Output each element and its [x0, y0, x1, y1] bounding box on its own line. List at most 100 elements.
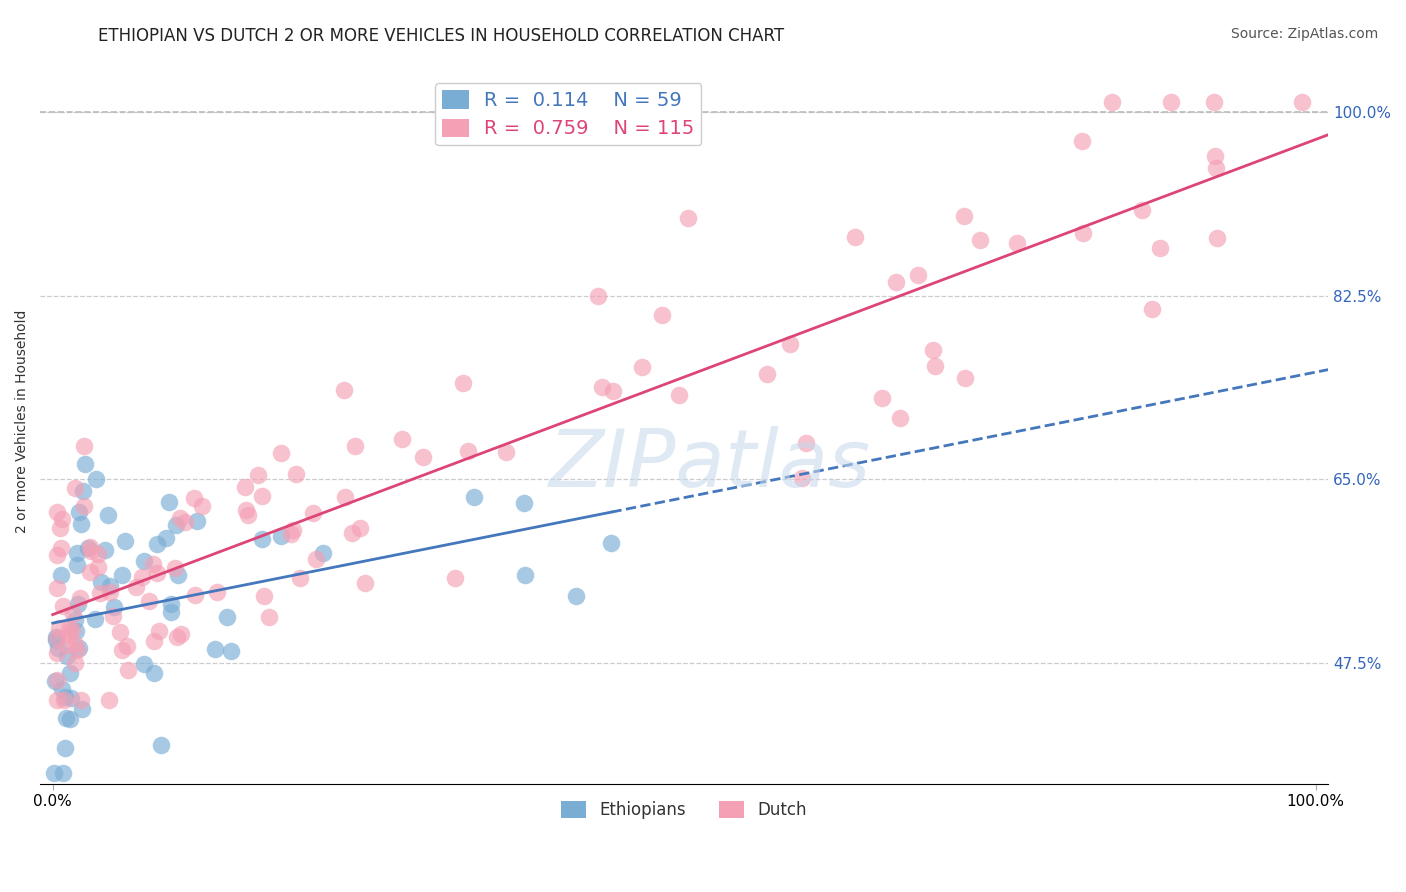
Point: [55, 711, 77, 725]
Point: [756, 368, 779, 382]
Point: [73, 457, 96, 471]
Point: [114, 533, 136, 548]
Point: [70, 693, 93, 707]
Point: [280, 527, 302, 541]
Legend: Ethiopians, Dutch: Ethiopians, Dutch: [554, 795, 814, 826]
Point: [65, 481, 87, 495]
Point: [1202, 95, 1225, 109]
Point: [235, 503, 257, 517]
Point: [84, 472, 107, 486]
Point: [55, 638, 77, 652]
Point: [125, 580, 148, 594]
Point: [354, 575, 377, 590]
Point: [1071, 134, 1094, 148]
Point: [969, 233, 991, 247]
Point: [45, 630, 67, 644]
Point: [45, 693, 67, 707]
Point: [1291, 95, 1313, 109]
Point: [163, 561, 186, 575]
Point: [111, 643, 134, 657]
Point: [305, 552, 328, 566]
Point: [58, 622, 80, 636]
Point: [302, 506, 325, 520]
Point: [49, 541, 72, 555]
Point: [953, 209, 976, 223]
Point: [668, 387, 690, 401]
Point: [42, 766, 65, 780]
Point: [146, 566, 169, 580]
Point: [349, 521, 371, 535]
Point: [233, 480, 256, 494]
Point: [922, 343, 945, 358]
Point: [117, 663, 139, 677]
Point: [45, 632, 67, 647]
Point: [87, 547, 110, 561]
Point: [238, 508, 260, 522]
Point: [98, 579, 121, 593]
Point: [52, 766, 75, 780]
Point: [219, 644, 242, 658]
Point: [97, 508, 120, 522]
Point: [51, 568, 73, 582]
Point: [1204, 149, 1226, 163]
Point: [66, 558, 89, 572]
Point: [52, 693, 75, 707]
Point: [463, 490, 485, 504]
Point: [76, 541, 98, 556]
Point: [1140, 301, 1163, 316]
Point: [149, 739, 172, 753]
Point: [457, 444, 479, 458]
Point: [1071, 226, 1094, 240]
Point: [907, 268, 929, 282]
Point: [204, 641, 226, 656]
Point: [53, 690, 76, 704]
Point: [67, 640, 90, 655]
Point: [340, 526, 363, 541]
Point: [270, 445, 292, 459]
Point: [252, 533, 274, 547]
Point: [586, 289, 609, 303]
Point: [844, 230, 866, 244]
Point: [132, 657, 155, 671]
Point: [60, 623, 83, 637]
Point: [45, 505, 67, 519]
Point: [73, 439, 96, 453]
Point: [79, 566, 101, 580]
Point: [779, 337, 801, 351]
Point: [52, 599, 75, 613]
Point: [63, 613, 86, 627]
Point: [790, 471, 813, 485]
Point: [215, 610, 238, 624]
Point: [143, 634, 166, 648]
Point: [67, 597, 90, 611]
Point: [111, 567, 134, 582]
Point: [148, 624, 170, 638]
Point: [65, 657, 87, 671]
Point: [59, 712, 82, 726]
Point: [94, 543, 117, 558]
Point: [257, 610, 280, 624]
Point: [1005, 236, 1028, 251]
Point: [67, 505, 90, 519]
Point: [283, 523, 305, 537]
Point: [51, 681, 73, 696]
Point: [80, 544, 103, 558]
Point: [73, 499, 96, 513]
Point: [117, 639, 139, 653]
Point: [45, 646, 67, 660]
Point: [1160, 95, 1182, 109]
Point: [169, 511, 191, 525]
Text: ETHIOPIAN VS DUTCH 2 OR MORE VEHICLES IN HOUSEHOLD CORRELATION CHART: ETHIOPIAN VS DUTCH 2 OR MORE VEHICLES IN…: [98, 27, 785, 45]
Point: [166, 630, 188, 644]
Point: [252, 489, 274, 503]
Point: [44, 673, 66, 688]
Point: [72, 483, 94, 498]
Point: [794, 436, 817, 450]
Point: [53, 741, 76, 756]
Point: [66, 643, 89, 657]
Point: [79, 540, 101, 554]
Point: [160, 605, 183, 619]
Point: [69, 517, 91, 532]
Point: [253, 589, 276, 603]
Point: [333, 490, 356, 504]
